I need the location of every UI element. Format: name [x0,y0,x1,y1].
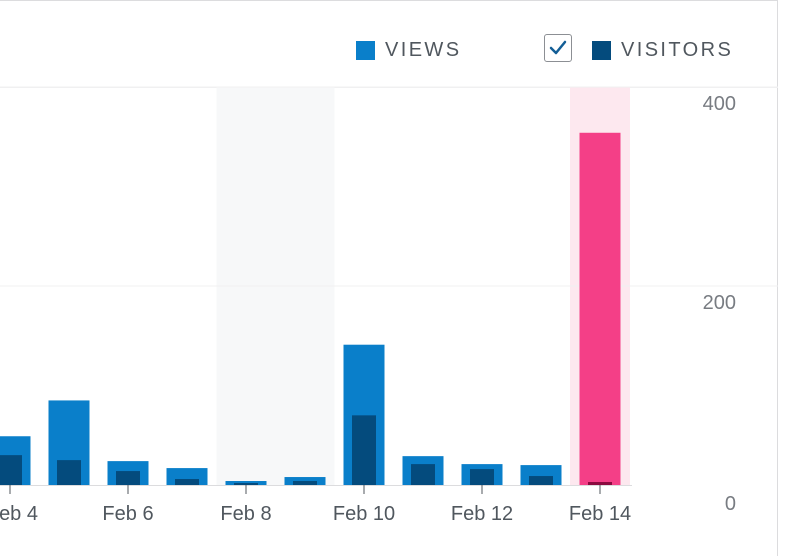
views-swatch [356,40,375,60]
visitors-bar[interactable] [588,482,612,485]
visitors-bar[interactable] [352,415,376,485]
y-tick-label: 400 [703,93,736,115]
visitors-bar[interactable] [411,464,435,485]
x-tick-label: Feb 12 [451,503,513,525]
y-tick-label: 0 [725,493,736,515]
x-tick-label: Feb 8 [220,503,271,525]
y-tick-label: 200 [703,292,736,314]
legend-item-visitors: VISITORS [592,38,733,62]
visitors-bar[interactable] [116,471,140,485]
x-tick-label: Feb 14 [569,503,631,525]
visitors-bar[interactable] [57,460,81,485]
visitors-bar[interactable] [234,483,258,485]
legend-item-views: VIEWS [356,38,461,62]
views-bar[interactable] [579,132,621,485]
visitors-bar[interactable] [0,455,22,485]
visitors-bar[interactable] [175,479,199,485]
x-tick-label: eb 4 [0,503,38,525]
visitors-toggle-checkbox[interactable] [544,34,572,62]
x-tick-label: Feb 10 [333,503,395,525]
legend-views-label: VIEWS [385,39,462,61]
visitors-bar[interactable] [293,481,317,485]
visitors-swatch [592,40,611,60]
chart-legend: VIEWS VISITORS [0,34,778,62]
legend-visitors-label: VISITORS [621,39,734,61]
x-tick-label: Feb 6 [102,503,153,525]
visitors-bar[interactable] [529,476,553,485]
visitors-bar[interactable] [470,469,494,485]
checkmark-icon [549,40,567,55]
